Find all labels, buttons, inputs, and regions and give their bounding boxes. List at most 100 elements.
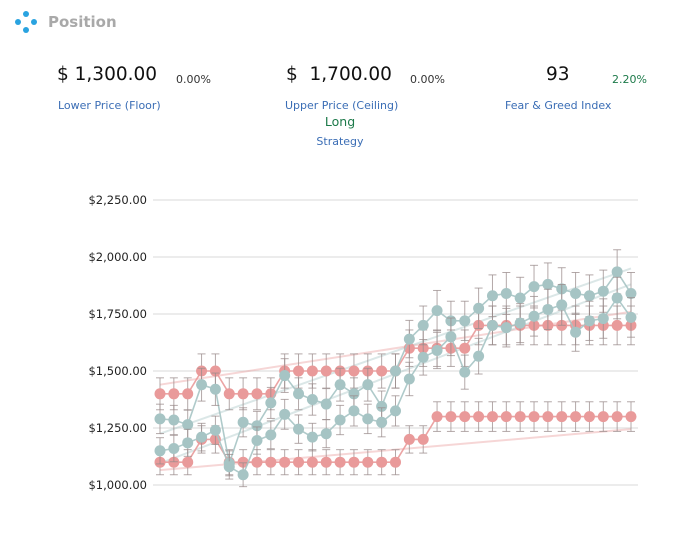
- data-point-price_high: [376, 400, 388, 412]
- data-point-price_high: [168, 414, 180, 426]
- data-point-price_low: [237, 469, 249, 481]
- data-point-price_high: [431, 305, 443, 317]
- data-point-ceiling: [154, 388, 166, 400]
- data-point-price_high: [293, 388, 305, 400]
- data-point-floor: [390, 456, 401, 468]
- data-point-floor: [403, 433, 415, 445]
- data-point-floor: [486, 411, 498, 423]
- upper-price-change: 0.00%: [410, 73, 445, 86]
- data-point-price_low: [597, 313, 609, 325]
- data-point-price_high: [542, 278, 554, 290]
- data-point-ceiling: [251, 388, 263, 400]
- data-point-price_high: [403, 333, 415, 345]
- data-point-floor: [182, 456, 194, 468]
- data-point-price_high: [459, 315, 471, 327]
- data-point-price_high: [486, 290, 498, 302]
- data-point-floor: [293, 456, 305, 468]
- data-point-price_low: [376, 416, 388, 428]
- data-point-price_high: [583, 290, 595, 302]
- data-point-ceiling: [209, 365, 221, 377]
- upper-price-metric: $ 1,700.00: [286, 64, 392, 85]
- data-point-floor: [362, 456, 374, 468]
- data-point-price_high: [154, 413, 166, 425]
- data-point-price_low: [570, 326, 582, 338]
- data-point-ceiling: [459, 342, 471, 354]
- data-point-ceiling: [223, 388, 235, 400]
- data-point-floor: [334, 456, 346, 468]
- data-point-price_low: [431, 344, 443, 356]
- data-point-price_high: [473, 302, 485, 314]
- data-point-floor: [528, 411, 540, 423]
- data-point-price_high: [251, 420, 263, 432]
- data-point-price_low: [542, 303, 554, 315]
- data-point-price_low: [348, 405, 360, 417]
- data-point-price_low: [625, 311, 637, 323]
- data-point-price_high: [209, 383, 221, 395]
- data-point-price_low: [556, 299, 568, 311]
- data-point-price_high: [500, 287, 512, 299]
- data-point-price_low: [486, 319, 498, 331]
- header: Position: [14, 10, 117, 34]
- data-point-price_high: [279, 370, 291, 382]
- data-point-price_high: [320, 398, 332, 410]
- data-point-price_high: [528, 281, 540, 293]
- data-point-floor: [583, 411, 595, 423]
- data-point-floor: [265, 456, 277, 468]
- data-point-floor: [279, 456, 291, 468]
- data-point-price_high: [611, 266, 623, 278]
- data-point-price_high: [625, 287, 637, 299]
- data-point-ceiling: [376, 365, 388, 377]
- data-point-floor: [514, 411, 526, 423]
- data-point-price_low: [362, 413, 374, 425]
- data-point-ceiling: [611, 319, 623, 331]
- four-dots-diamond-icon[interactable]: [14, 10, 38, 34]
- data-point-price_high: [182, 419, 194, 431]
- data-point-floor: [306, 456, 318, 468]
- data-point-price_low: [403, 373, 415, 385]
- data-point-price_low: [154, 445, 166, 457]
- data-point-floor: [625, 411, 637, 423]
- data-point-price_low: [514, 317, 526, 329]
- fear-greed-value: 93: [546, 64, 570, 85]
- data-point-price_low: [445, 331, 457, 343]
- data-point-floor: [445, 411, 457, 423]
- strategy-label: Strategy: [316, 135, 364, 148]
- strategy-value: Long: [324, 114, 356, 129]
- data-point-price_high: [265, 397, 277, 409]
- fear-greed-metric: 93: [546, 64, 570, 85]
- data-point-price_low: [293, 423, 305, 435]
- data-point-floor: [376, 456, 388, 468]
- data-point-price_low: [390, 405, 401, 417]
- data-point-price_low: [473, 350, 485, 362]
- data-point-price_high: [514, 292, 526, 304]
- trend-line: [159, 267, 632, 435]
- y-tick-label: $2,250.00: [88, 193, 147, 207]
- data-point-floor: [542, 411, 554, 423]
- data-point-floor: [320, 456, 332, 468]
- data-point-ceiling: [182, 388, 194, 400]
- data-point-price_low: [459, 366, 471, 378]
- data-point-price_low: [223, 461, 235, 473]
- data-point-price_high: [597, 285, 609, 297]
- data-point-floor: [597, 411, 609, 423]
- data-point-price_high: [237, 416, 249, 428]
- data-point-price_high: [417, 319, 429, 331]
- data-point-price_low: [583, 315, 595, 327]
- y-tick-label: $1,000.00: [88, 478, 147, 492]
- data-point-floor: [556, 411, 568, 423]
- data-point-price_low: [334, 414, 346, 426]
- data-point-price_low: [265, 429, 277, 441]
- data-point-ceiling: [306, 365, 318, 377]
- data-point-floor: [348, 456, 360, 468]
- data-point-price_high: [196, 379, 208, 391]
- data-point-floor: [473, 411, 485, 423]
- lower-price-change: 0.00%: [176, 73, 211, 86]
- data-point-price_low: [611, 292, 623, 304]
- y-tick-label: $1,500.00: [88, 364, 147, 378]
- data-point-floor: [431, 411, 443, 423]
- data-point-price_low: [209, 424, 221, 436]
- data-point-price_low: [251, 435, 263, 447]
- data-point-ceiling: [348, 365, 360, 377]
- upper-price-value: $ 1,700.00: [286, 64, 392, 85]
- data-point-price_low: [320, 428, 332, 440]
